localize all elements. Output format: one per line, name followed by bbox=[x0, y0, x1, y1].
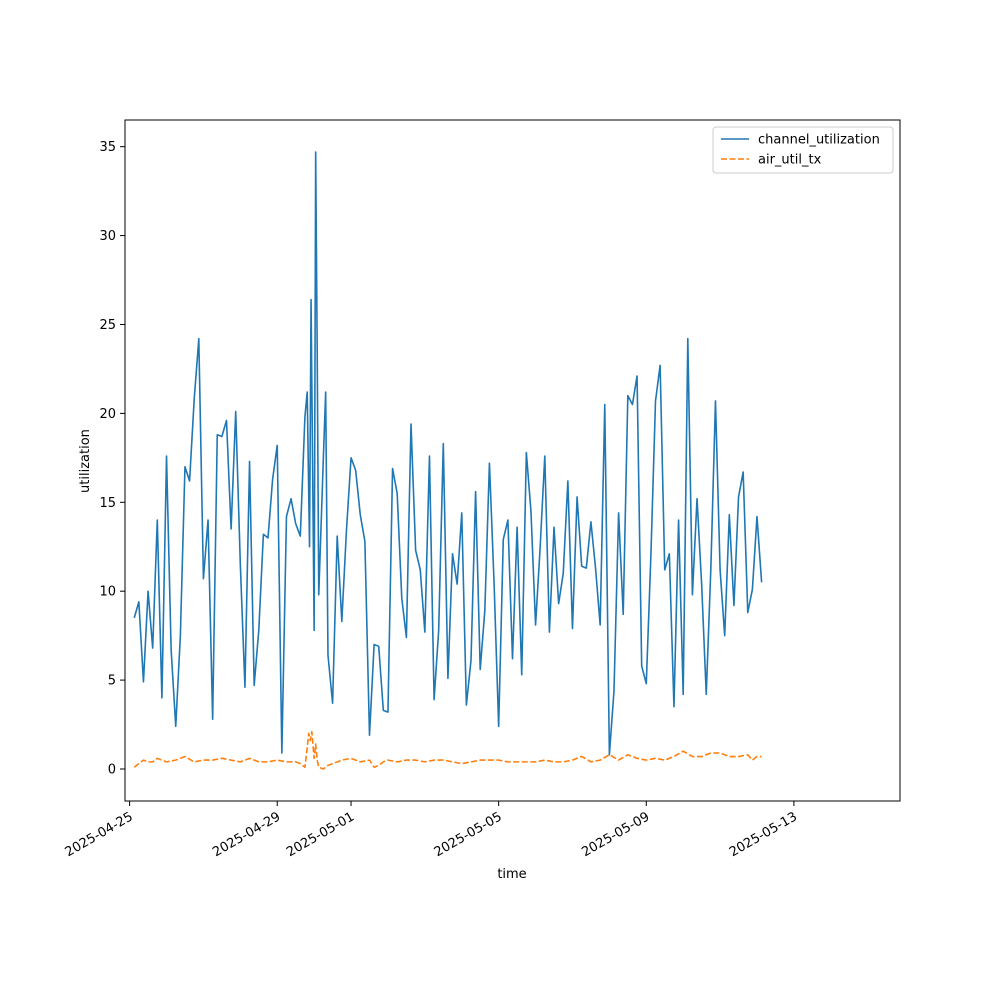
series-line-channel-utilization bbox=[133, 151, 763, 756]
y-tick-label: 5 bbox=[108, 674, 116, 689]
legend-label-channel-utilization: channel_utilization bbox=[758, 133, 880, 148]
y-axis-label: utilization bbox=[78, 429, 93, 493]
legend-label-air-util-tx: air_util_tx bbox=[758, 153, 822, 168]
y-tick-label: 35 bbox=[99, 140, 116, 155]
series-line-air-util-tx bbox=[133, 730, 762, 770]
series-layer bbox=[133, 151, 763, 770]
legend: channel_utilization air_util_tx bbox=[712, 126, 894, 174]
y-tick-label: 10 bbox=[99, 585, 116, 600]
x-axis-label: time bbox=[497, 867, 526, 882]
y-axis: 0 5 10 15 20 25 30 35 bbox=[99, 140, 125, 777]
axes-frame bbox=[124, 119, 901, 802]
y-tick-label: 25 bbox=[99, 318, 116, 333]
legend-box bbox=[712, 126, 894, 174]
y-tick-label: 20 bbox=[99, 407, 116, 422]
y-tick-label: 15 bbox=[99, 496, 116, 511]
y-tick-label: 0 bbox=[108, 762, 116, 777]
y-tick-label: 30 bbox=[99, 229, 116, 244]
